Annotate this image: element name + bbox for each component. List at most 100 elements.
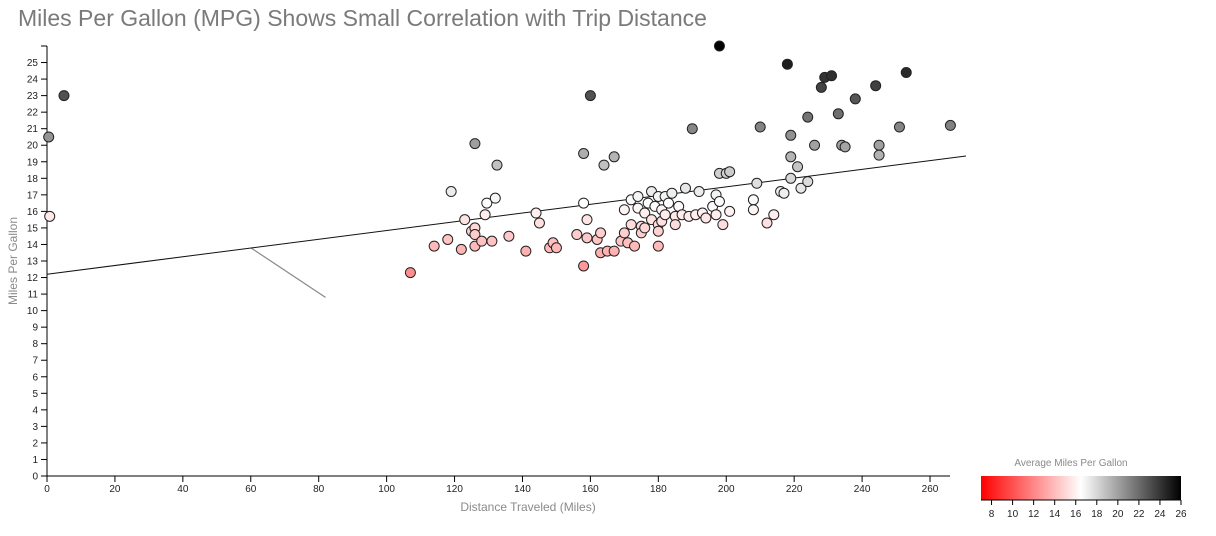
- data-point: [428, 240, 440, 252]
- chart-title: Miles Per Gallon (MPG) Shows Small Corre…: [18, 5, 707, 31]
- data-point: [455, 243, 467, 255]
- x-tick-label: 60: [245, 484, 257, 495]
- data-point: [520, 245, 532, 257]
- data-point: [873, 149, 885, 161]
- data-point: [639, 207, 651, 219]
- data-point: [717, 219, 729, 231]
- data-point: [578, 148, 590, 159]
- x-tick-label: 240: [854, 484, 871, 495]
- legend-tick-label: 24: [1154, 509, 1166, 520]
- data-point: [809, 139, 821, 151]
- data-point: [632, 191, 644, 202]
- x-tick-label: 140: [514, 484, 531, 495]
- data-point: [639, 222, 651, 234]
- legend-tick-label: 8: [989, 509, 995, 520]
- y-tick-label: 0: [32, 472, 38, 483]
- data-point: [713, 40, 725, 52]
- data-point: [785, 151, 797, 163]
- data-point: [751, 177, 763, 189]
- legend-tick-label: 26: [1175, 509, 1187, 520]
- data-point: [476, 235, 488, 247]
- data-point: [530, 207, 542, 219]
- x-tick-label: 200: [718, 484, 735, 495]
- x-tick-label: 120: [446, 484, 463, 495]
- data-point: [761, 217, 773, 229]
- data-point: [481, 197, 493, 209]
- data-point: [700, 212, 712, 224]
- y-tick-label: 11: [28, 290, 39, 301]
- y-tick-label: 7: [32, 356, 38, 367]
- legend-gradient-bar: [981, 476, 1181, 500]
- data-point: [795, 182, 807, 194]
- y-tick-label: 1: [32, 455, 38, 466]
- data-point: [44, 210, 56, 222]
- data-point: [792, 161, 804, 173]
- x-axis-label: Distance Traveled (Miles): [460, 500, 595, 514]
- x-tick-label: 180: [650, 484, 667, 495]
- data-point: [489, 192, 501, 204]
- y-tick-label: 17: [27, 190, 39, 201]
- data-point: [785, 172, 797, 184]
- data-point: [584, 90, 596, 102]
- data-point: [652, 240, 664, 252]
- data-point: [944, 119, 956, 131]
- y-tick-label: 14: [27, 240, 39, 251]
- data-point: [693, 186, 705, 198]
- legend-tick-label: 12: [1028, 509, 1040, 520]
- y-tick-label: 22: [27, 108, 39, 119]
- data-point: [625, 219, 637, 231]
- data-points: [43, 40, 956, 279]
- color-legend: Average Miles Per Gallon 8 10 12 14 16 18 20 22…: [981, 458, 1187, 520]
- y-tick-label: 13: [27, 257, 39, 268]
- y-tick-label: 4: [32, 405, 38, 416]
- x-tick-label: 0: [44, 484, 50, 495]
- x-tick-label: 160: [582, 484, 599, 495]
- legend-tick-label: 18: [1091, 509, 1103, 520]
- data-point: [686, 123, 698, 135]
- annotation-line: [250, 247, 326, 298]
- data-point: [58, 90, 70, 102]
- y-tick-label: 8: [32, 339, 38, 350]
- y-tick-label: 15: [27, 223, 39, 234]
- data-point: [479, 209, 491, 221]
- trend-line: [46, 155, 967, 275]
- data-point: [870, 80, 882, 92]
- data-point: [724, 166, 736, 178]
- x-tick-label: 40: [177, 484, 189, 495]
- data-point: [679, 182, 691, 194]
- data-point: [581, 214, 593, 226]
- data-point: [893, 121, 905, 133]
- data-point: [550, 242, 562, 254]
- data-point: [778, 187, 790, 199]
- y-tick-label: 24: [27, 75, 39, 86]
- data-point: [491, 159, 503, 171]
- legend-ticks: 8 10 12 14 16 18 20 22 24 26: [989, 500, 1187, 520]
- data-point: [608, 245, 620, 257]
- y-axis-ticks: 0123456789101112131415161718192021222324…: [27, 45, 47, 483]
- data-point: [849, 93, 861, 105]
- data-point: [659, 209, 671, 221]
- x-tick-label: 100: [378, 484, 395, 495]
- data-point: [459, 214, 471, 226]
- y-tick-label: 3: [32, 422, 38, 433]
- data-point: [768, 209, 780, 221]
- data-point: [43, 131, 55, 143]
- y-tick-label: 19: [27, 157, 39, 168]
- data-point: [503, 230, 515, 242]
- data-point: [747, 204, 759, 216]
- data-point: [652, 225, 664, 237]
- data-point: [578, 260, 590, 272]
- data-point: [595, 227, 607, 239]
- legend-title: Average Miles Per Gallon: [1014, 458, 1127, 469]
- y-tick-label: 9: [32, 323, 38, 334]
- data-point: [571, 229, 583, 241]
- data-point: [710, 209, 722, 221]
- x-tick-label: 220: [786, 484, 803, 495]
- data-point: [815, 81, 827, 93]
- data-point: [442, 234, 454, 245]
- data-point: [873, 139, 885, 151]
- data-point: [669, 219, 681, 231]
- y-tick-label: 6: [32, 372, 38, 383]
- data-point: [618, 204, 630, 216]
